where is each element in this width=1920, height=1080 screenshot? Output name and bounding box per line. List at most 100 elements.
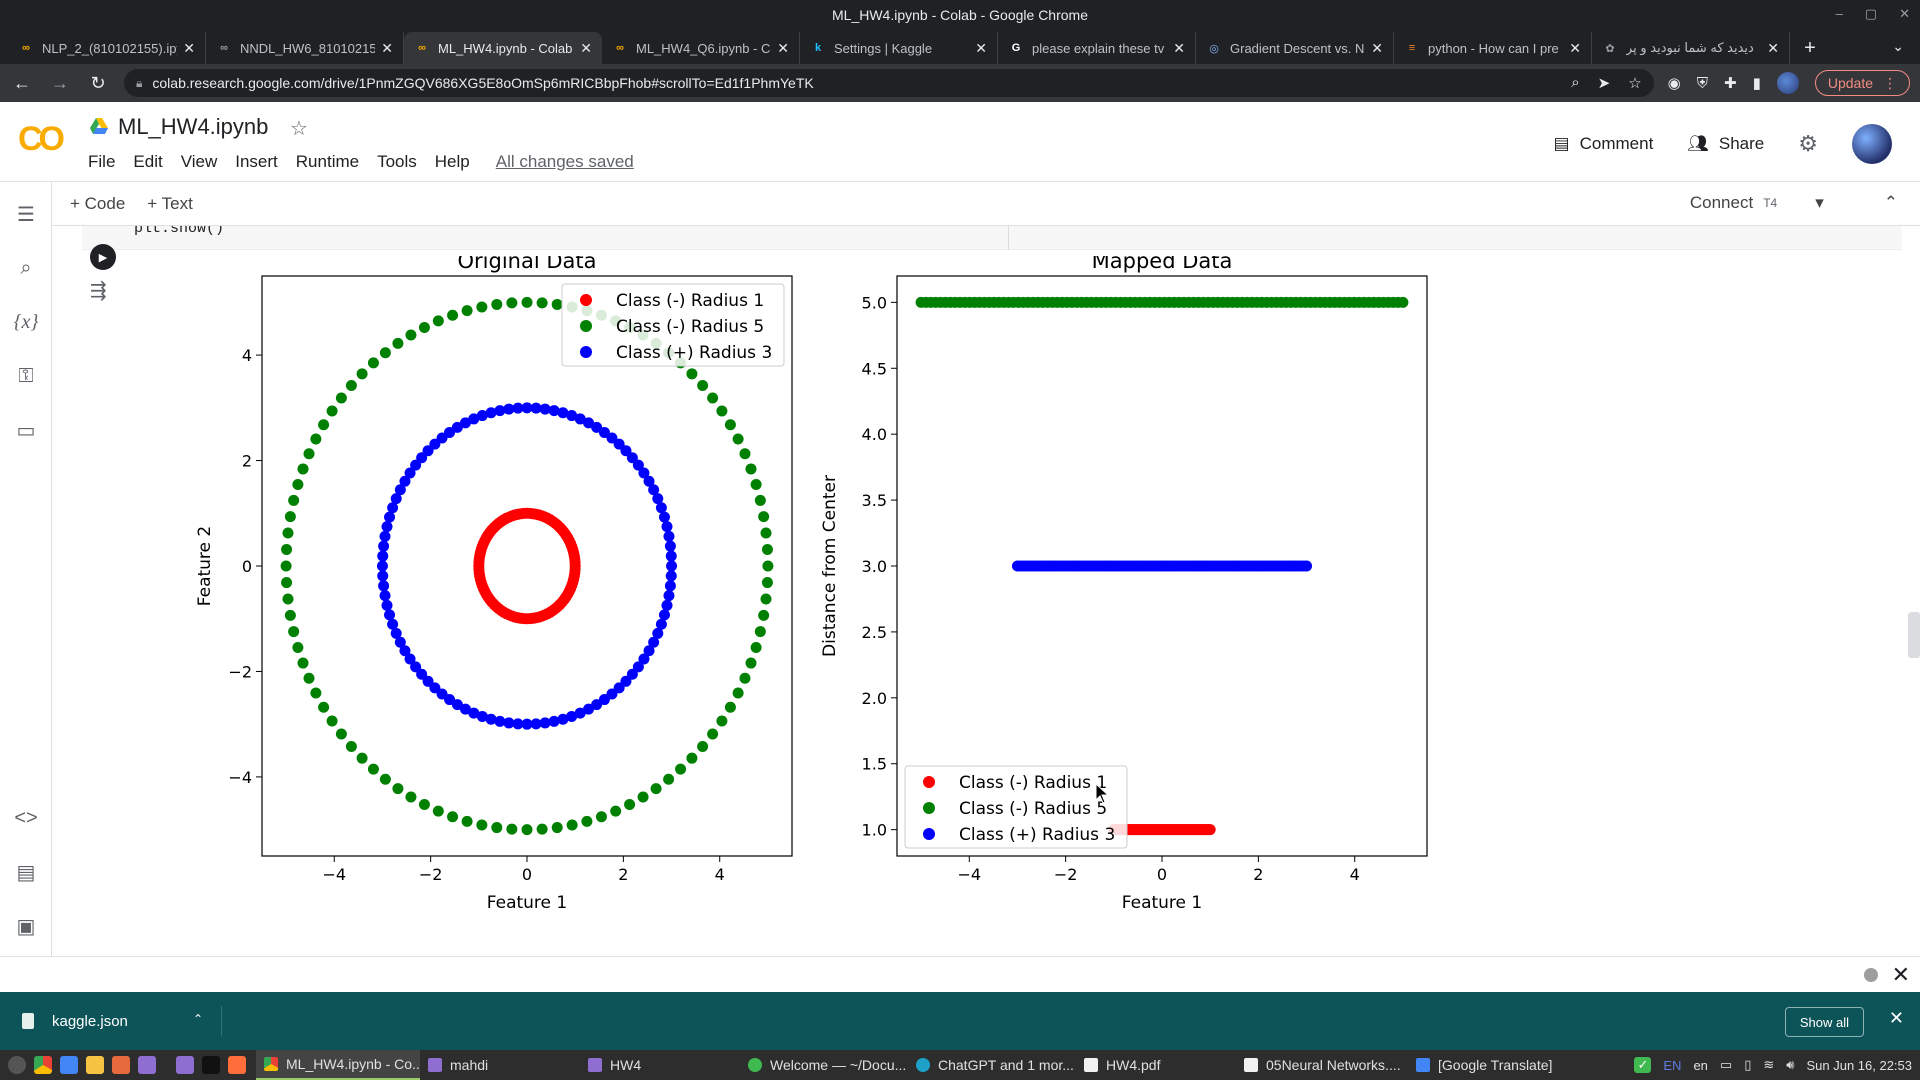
close-downloads-icon[interactable]: ✕ [1888,1008,1904,1028]
lock-icon[interactable]: 🔒︎ [136,75,143,90]
checkmark-icon[interactable]: ✓ [1634,1057,1652,1073]
close-window-icon[interactable]: ✕ [1899,6,1910,21]
terminal-icon[interactable]: ▣ [16,915,36,938]
collapse-header-icon[interactable]: ⌃ [1883,193,1898,212]
browser-tab[interactable]: k Settings | Kaggle ✕ [800,32,998,64]
menu-help[interactable]: Help [434,152,470,171]
display-icon[interactable]: ▭ [1719,1057,1733,1072]
browser-tab[interactable]: ∞ NLP_2_(810102155).ipy ✕ [8,32,206,64]
profile-avatar[interactable] [1776,72,1799,94]
menu-runtime[interactable]: Runtime [295,152,360,171]
runtime-dropdown-icon[interactable]: ▾ [1815,193,1824,212]
search-icon[interactable]: ⌕ [20,256,32,279]
taskbar-task[interactable]: ChatGPT and 1 mor... [908,1050,1076,1080]
taskbar-task[interactable]: mahdi [420,1050,580,1080]
taskbar-task[interactable]: HW4 [580,1050,740,1080]
browser-tab[interactable]: ≡ python - How can I pre ✕ [1394,32,1592,64]
close-tab-icon[interactable]: ✕ [1767,39,1779,56]
comment-button[interactable]: ▤ Comment [1554,134,1654,154]
puzzle-icon[interactable]: ✚ [1724,75,1737,92]
maximize-icon[interactable]: ▢ [1864,6,1878,21]
download-item[interactable]: kaggle.json ⌃ [22,1006,222,1036]
add-text-button[interactable]: + Text [147,194,193,213]
app-icon[interactable] [112,1056,130,1074]
volume-icon[interactable]: 🔊︎ [1786,1057,1795,1072]
translate-icon[interactable] [60,1056,78,1074]
shield-icon[interactable]: ⛨ [1696,74,1708,92]
close-icon[interactable]: ✕ [1891,962,1910,987]
folder-icon[interactable] [176,1056,194,1074]
taskbar-task[interactable]: [Google Translate] [1408,1050,1558,1080]
variables-icon[interactable]: {x} [13,310,39,333]
scrollbar-thumb[interactable] [1908,612,1920,658]
output-options-icon[interactable]: ⇶ [90,280,107,302]
chevron-up-icon[interactable]: ⌃ [192,1012,203,1026]
close-tab-icon[interactable]: ✕ [777,39,789,56]
reload-icon[interactable]: ↻ [90,72,106,93]
extension-icon[interactable]: ◉ [1667,75,1681,92]
browser-tab[interactable]: ∞ NNDL_HW6_81010215 ✕ [206,32,404,64]
close-tab-icon[interactable]: ✕ [1569,39,1581,56]
taskbar-task[interactable]: 05Neural Networks.... [1236,1050,1408,1080]
drive-icon[interactable] [90,118,108,134]
menu-tools[interactable]: Tools [377,152,417,171]
keyboard-layout[interactable]: en [1693,1057,1708,1073]
browser-tab[interactable]: ✿ دیدید که شما نبودید و پر ✕ [1592,32,1790,64]
app-icon[interactable] [138,1056,156,1074]
settings-gear-icon[interactable]: ⚙ [1798,131,1818,156]
battery-icon[interactable]: ▯ [1744,1057,1752,1072]
wifi-icon[interactable]: ≋ [1763,1057,1775,1072]
menu-file[interactable]: File [88,152,116,171]
taskbar-task[interactable]: Welcome — ~/Docu... [740,1050,908,1080]
back-icon[interactable]: ← [13,72,31,93]
update-button[interactable]: Update ⋮ [1814,70,1910,96]
secrets-key-icon[interactable]: ⚿ [18,364,34,387]
close-tab-icon[interactable]: ✕ [1371,39,1383,56]
language-indicator[interactable]: EN [1663,1057,1682,1073]
minimize-icon[interactable]: – [1835,6,1843,21]
connect-button[interactable]: Connect [1689,193,1754,212]
notebook-title[interactable]: ML_HW4.ipynb [118,114,269,139]
menu-insert[interactable]: Insert [235,152,278,171]
close-tab-icon[interactable]: ✕ [975,39,987,56]
send-icon[interactable]: ➤ [1597,75,1611,92]
chrome-icon[interactable] [34,1056,52,1074]
close-tab-icon[interactable]: ✕ [1173,39,1185,56]
close-tab-icon[interactable]: ✕ [580,39,592,56]
code-cell[interactable]: plt.show() [82,226,1902,250]
show-all-button[interactable]: Show all [1784,1007,1864,1037]
taskbar-task[interactable]: HW4.pdf [1076,1050,1236,1080]
clock[interactable]: Sun Jun 16, 22:53 [1806,1057,1912,1073]
sidepanel-icon[interactable]: ▮ [1752,75,1761,92]
code-snippets-icon[interactable]: <> [14,806,38,829]
taskbar-task[interactable]: ML_HW4.ipynb - Co... [256,1050,420,1080]
url-input[interactable]: 🔒︎ colab.research.google.com/drive/1PnmZ… [124,69,1654,97]
browser-tab[interactable]: G please explain these tv ✕ [998,32,1196,64]
browser-tab[interactable]: ◎ Gradient Descent vs. N ✕ [1196,32,1394,64]
close-tab-icon[interactable]: ✕ [183,39,195,56]
app-icon[interactable] [228,1056,246,1074]
tab-search-icon[interactable]: ⌄ [1892,38,1904,54]
zoom-icon[interactable]: ⌕ [1571,74,1580,91]
files-folder-icon[interactable]: ▭ [16,419,36,442]
terminal-app-icon[interactable] [202,1056,220,1074]
new-tab-icon[interactable]: + [1804,36,1816,59]
colab-logo[interactable]: CO [18,120,65,158]
run-cell-button[interactable]: ▶ [90,244,116,270]
share-button[interactable]: 👥︎ Share [1687,134,1764,154]
bookmark-star-icon[interactable]: ☆ [1628,75,1642,92]
menu-edit[interactable]: Edit [133,152,163,171]
toc-icon[interactable]: ☰ [17,203,35,226]
start-menu-icon[interactable] [8,1056,26,1074]
user-avatar[interactable] [1852,124,1892,164]
browser-tab-active[interactable]: ∞ ML_HW4.ipynb - Colab ✕ [404,32,602,64]
command-palette-icon[interactable]: ▤ [16,861,36,884]
browser-tab[interactable]: ∞ ML_HW4_Q6.ipynb - Co ✕ [602,32,800,64]
menu-view[interactable]: View [180,152,218,171]
add-code-button[interactable]: + Code [70,194,126,213]
notes-icon[interactable] [86,1056,104,1074]
save-status[interactable]: All changes saved [495,152,634,171]
star-icon[interactable]: ☆ [290,118,308,140]
forward-icon[interactable]: → [51,72,69,93]
close-tab-icon[interactable]: ✕ [381,39,393,56]
